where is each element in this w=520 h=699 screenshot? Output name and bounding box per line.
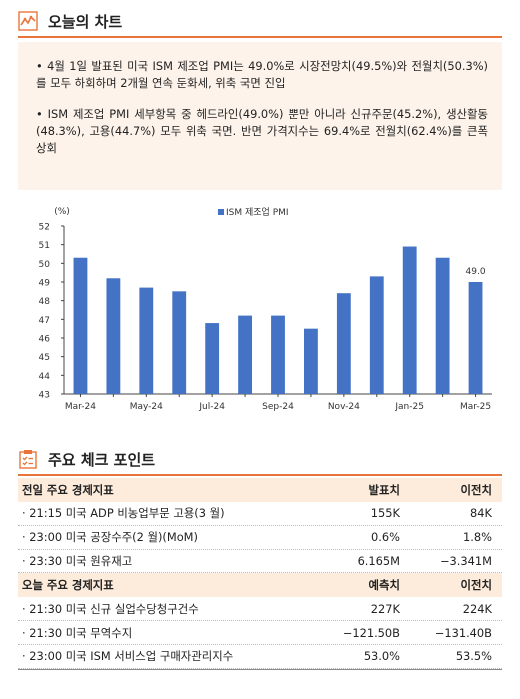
bar-Mar-24 [73,257,88,394]
table-row: · 23:00 미국 ISM 서비스업 구매자관리지수 53.0% 53.5% [18,645,502,669]
legend-swatch [218,209,224,215]
x-tick-label: Mar-25 [460,402,491,412]
table-header-row: 전일 주요 경제지표 발표치 이전치 [18,478,502,502]
bar-Nov-24 [336,293,351,394]
x-tick-label: May-24 [130,402,163,412]
header-cell: 발표치 [368,483,400,497]
previous-value: −3.341M [440,553,492,568]
indicators-table: 전일 주요 경제지표 발표치 이전치 · 21:15 미국 ADP 비농업부문 … [18,478,502,670]
legend-label: ISM 제조업 PMI [226,207,289,218]
bar-data-label: 49.0 [466,267,486,277]
header-cell: 예측치 [368,578,400,593]
bar-Dec-24 [369,276,384,394]
y-tick-label: 50 [39,260,51,270]
x-tick-label: Jul-24 [198,402,225,412]
chart-svg: 43 44 45 46 47 48 49 50 51 52 (%) ISM 제조업 PMI Mar-24… [39,207,492,412]
previous-value: 224K [462,601,492,616]
y-tick-label: 44 [39,372,51,382]
forecast-value: 227K [370,601,400,616]
actual-value: 6.165M [357,553,400,568]
x-tick-label: Sep-24 [262,402,294,412]
bar-Aug-24 [238,315,252,394]
table-bottom-rule [18,668,502,670]
indicator-name: · 23:00 미국 ISM 서비스업 구매자관리지수 [22,649,234,664]
x-tick-label: Jan-25 [394,402,424,412]
y-tick-label: 51 [39,241,50,251]
previous-value: −131.40B [434,625,492,640]
y-tick-label: 52 [39,223,50,233]
y-tick-label: 43 [39,391,50,401]
bar-May-24 [139,287,154,394]
section-header-check-points: 주요 체크 포인트 [18,446,155,472]
header-cell: 이전치 [460,578,492,593]
bar-Apr-24 [106,278,121,394]
forecast-value: −121.50B [342,625,400,640]
y-tick-label: 47 [39,316,50,326]
x-tick-label: Nov-24 [328,402,360,412]
bar-Jan-25 [402,246,417,394]
summary-bullet: • 4월 1일 발표된 미국 ISM 제조업 PMI는 49.0%로 시장전망치… [36,59,488,90]
previous-value: 84K [470,506,492,521]
y-unit-label: (%) [54,207,70,217]
table-row: · 23:30 미국 원유재고 6.165M −3.341M [18,550,502,574]
table-header-row: 오늘 주요 경제지표 예측치 이전치 [18,573,502,598]
x-tick-label: Mar-24 [65,402,96,412]
section-divider [18,474,502,476]
table-row: · 21:30 미국 신규 실업수당청구건수 227K 224K [18,597,502,622]
indicator-name: · 21:30 미국 신규 실업수당청구건수 [22,601,199,616]
bar-Feb-25 [435,257,450,394]
section-divider [18,36,502,38]
section-header-todays-chart: 오늘의 차트 [18,8,122,34]
previous-value: 53.5% [455,649,492,664]
indicator-name: · 23:00 미국 공장수주(2 월)(MoM) [22,530,198,545]
pmi-bar-chart: 43 44 45 46 47 48 49 50 51 52 (%) ISM 제조업 PMI Mar-24… [18,198,502,420]
bar-Oct-24 [304,328,318,394]
bar-Mar-25 [468,282,483,394]
section-title: 오늘의 차트 [48,12,123,31]
forecast-value: 53.0% [363,649,400,664]
table-row: · 21:15 미국 ADP 비농업부문 고용(3 월) 155K 84K [18,502,502,526]
header-cell: 이전치 [460,483,492,497]
section-title: 주요 체크 포인트 [48,450,156,469]
chart-trend-icon [18,11,38,31]
table-row: · 21:30 미국 무역수지 −121.50B −131.40B [18,621,502,645]
checklist-icon [19,450,37,469]
indicator-name: · 21:30 미국 무역수지 [22,625,133,640]
summary-box: • 4월 1일 발표된 미국 ISM 제조업 PMI는 49.0%로 시장전망치… [18,42,502,190]
bar-Jul-24 [205,323,220,394]
indicator-name: · 23:30 미국 원유재고 [22,553,133,568]
indicator-name: · 21:15 미국 ADP 비농업부문 고용(3 월) [22,506,225,521]
y-tick-label: 48 [39,297,51,307]
actual-value: 0.6% [371,530,400,545]
summary-bullet: • ISM 제조업 PMI 세부항목 중 헤드라인(49.0%) 뿐만 아니라 … [36,107,488,155]
bar-Jun-24 [172,291,187,394]
header-cell: 전일 주요 경제지표 [22,483,114,497]
actual-value: 155K [370,506,400,521]
y-tick-label: 46 [39,335,51,345]
y-tick-label: 45 [39,353,50,363]
previous-value: 1.8% [463,530,492,545]
table-row: · 23:00 미국 공장수주(2 월)(MoM) 0.6% 1.8% [18,526,502,550]
bar-Sep-24 [271,315,285,394]
y-tick-label: 49 [39,279,51,289]
header-cell: 오늘 주요 경제지표 [22,578,114,593]
